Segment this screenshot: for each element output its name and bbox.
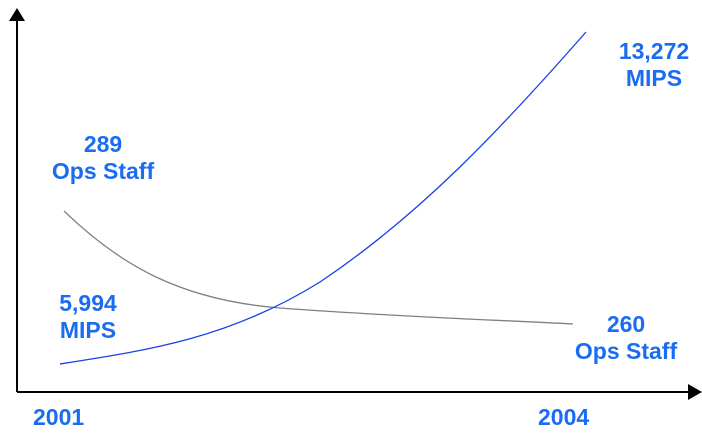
mips-series-line: [59, 31, 587, 365]
mips-end-label: 13,272 MIPS: [604, 38, 702, 92]
mips-end-unit: MIPS: [625, 65, 683, 91]
ops-staff-start-label: 289 Ops Staff: [33, 131, 173, 185]
x-axis-arrow-icon: [688, 384, 702, 400]
ops-staff-end-unit: Ops Staff: [574, 338, 678, 364]
ops-staff-end-label: 260 Ops Staff: [551, 311, 701, 365]
ops-staff-series-line: [63, 210, 574, 325]
ops-staff-end-value: 260: [606, 311, 646, 337]
x-tick-label-2004: 2004: [538, 404, 590, 430]
x-tick-label-2001: 2001: [33, 404, 85, 430]
mips-start-unit: MIPS: [59, 317, 117, 343]
mips-start-label: 5,994 MIPS: [40, 290, 136, 344]
mips-start-value: 5,994: [59, 290, 117, 316]
ops-staff-start-value: 289: [83, 131, 123, 157]
mips-end-value: 13,272: [618, 38, 690, 64]
y-axis-arrow-icon: [9, 8, 25, 21]
ops-staff-start-unit: Ops Staff: [51, 158, 155, 184]
